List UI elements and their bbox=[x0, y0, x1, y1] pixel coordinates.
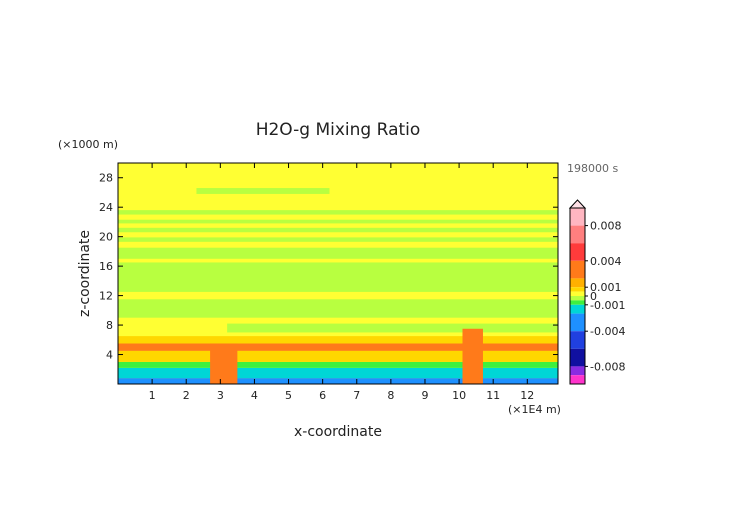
y-tick-label: 8 bbox=[106, 319, 113, 332]
field-band bbox=[118, 361, 558, 368]
y-tick-label: 28 bbox=[99, 172, 113, 185]
colorbar-tick-label: 0.004 bbox=[590, 255, 622, 268]
colorbar-swatch bbox=[570, 313, 585, 332]
field-band bbox=[118, 227, 558, 233]
colorbar-swatch bbox=[570, 291, 585, 296]
y-tick-label: 16 bbox=[99, 260, 113, 273]
field-band bbox=[118, 378, 558, 384]
plot-frame bbox=[117, 162, 559, 385]
y-axis-ticks: 4 8 12 16 20 24 28 bbox=[99, 172, 558, 362]
colorbar-swatch bbox=[570, 300, 585, 305]
x-tick-label: 12 bbox=[520, 389, 534, 402]
colorbar-swatch bbox=[570, 225, 585, 244]
x-tick-label: 2 bbox=[183, 389, 190, 402]
x-tick-label: 6 bbox=[319, 389, 326, 402]
field-plume bbox=[210, 343, 238, 384]
field-band bbox=[118, 219, 558, 224]
colorbar-tick-label: 0 bbox=[590, 290, 597, 303]
colorbar-tick-label: -0.008 bbox=[590, 360, 625, 373]
field-band bbox=[118, 299, 558, 318]
colorbar-tick-label: -0.001 bbox=[590, 299, 625, 312]
colorbar-swatch bbox=[570, 296, 585, 301]
x-unit-label: (×1E4 m) bbox=[508, 403, 561, 416]
colorbar-swatch bbox=[570, 304, 585, 314]
y-unit-label: (×1000 m) bbox=[58, 138, 118, 151]
colorbar-swatch bbox=[570, 348, 585, 367]
y-axis-label: z-coordinate bbox=[77, 230, 93, 317]
colorbar-swatch bbox=[570, 278, 585, 288]
colorbar-overflow-arrow bbox=[568, 199, 587, 209]
x-axis-label: x-coordinate bbox=[294, 424, 382, 440]
x-tick-label: 9 bbox=[421, 389, 428, 402]
time-label: 198000 s bbox=[567, 162, 618, 175]
heatmap-field bbox=[118, 163, 559, 384]
field-band bbox=[118, 336, 558, 344]
y-tick-label: 24 bbox=[99, 201, 113, 214]
field-band bbox=[118, 247, 558, 259]
colorbar-swatch bbox=[570, 366, 585, 376]
y-tick-label: 12 bbox=[99, 290, 113, 303]
colorbar-swatch bbox=[570, 260, 585, 279]
field-band bbox=[118, 210, 558, 215]
colorbar-swatch bbox=[570, 287, 585, 292]
field-band bbox=[227, 323, 559, 333]
x-tick-label: 10 bbox=[452, 389, 466, 402]
colorbar-swatch bbox=[570, 331, 585, 349]
colorbar-swatch bbox=[570, 243, 585, 261]
x-tick-label: 4 bbox=[251, 389, 258, 402]
field-band bbox=[118, 350, 558, 362]
x-tick-label: 1 bbox=[149, 389, 156, 402]
field-band bbox=[196, 188, 330, 194]
x-tick-label: 3 bbox=[217, 389, 224, 402]
colorbar-tick-label: -0.004 bbox=[590, 325, 625, 338]
field-band bbox=[118, 367, 558, 379]
field-band bbox=[118, 343, 558, 351]
x-tick-label: 8 bbox=[387, 389, 394, 402]
y-tick-label: 20 bbox=[99, 231, 113, 244]
x-axis-ticks: 1 2 3 4 5 6 7 8 9 10 11 12 bbox=[149, 163, 534, 402]
colorbar-tick-label: 0.001 bbox=[590, 281, 622, 294]
chart-title: H2O-g Mixing Ratio bbox=[256, 120, 421, 140]
field-plume bbox=[462, 328, 483, 384]
field-band bbox=[118, 237, 558, 242]
colorbar-swatch bbox=[570, 375, 585, 384]
field-band bbox=[118, 262, 558, 292]
x-tick-label: 11 bbox=[486, 389, 500, 402]
colorbar-tick-label: 0.008 bbox=[590, 220, 622, 233]
y-tick-label: 4 bbox=[106, 349, 113, 362]
x-tick-label: 7 bbox=[353, 389, 360, 402]
colorbar-swatch bbox=[570, 208, 585, 226]
x-tick-label: 5 bbox=[285, 389, 292, 402]
